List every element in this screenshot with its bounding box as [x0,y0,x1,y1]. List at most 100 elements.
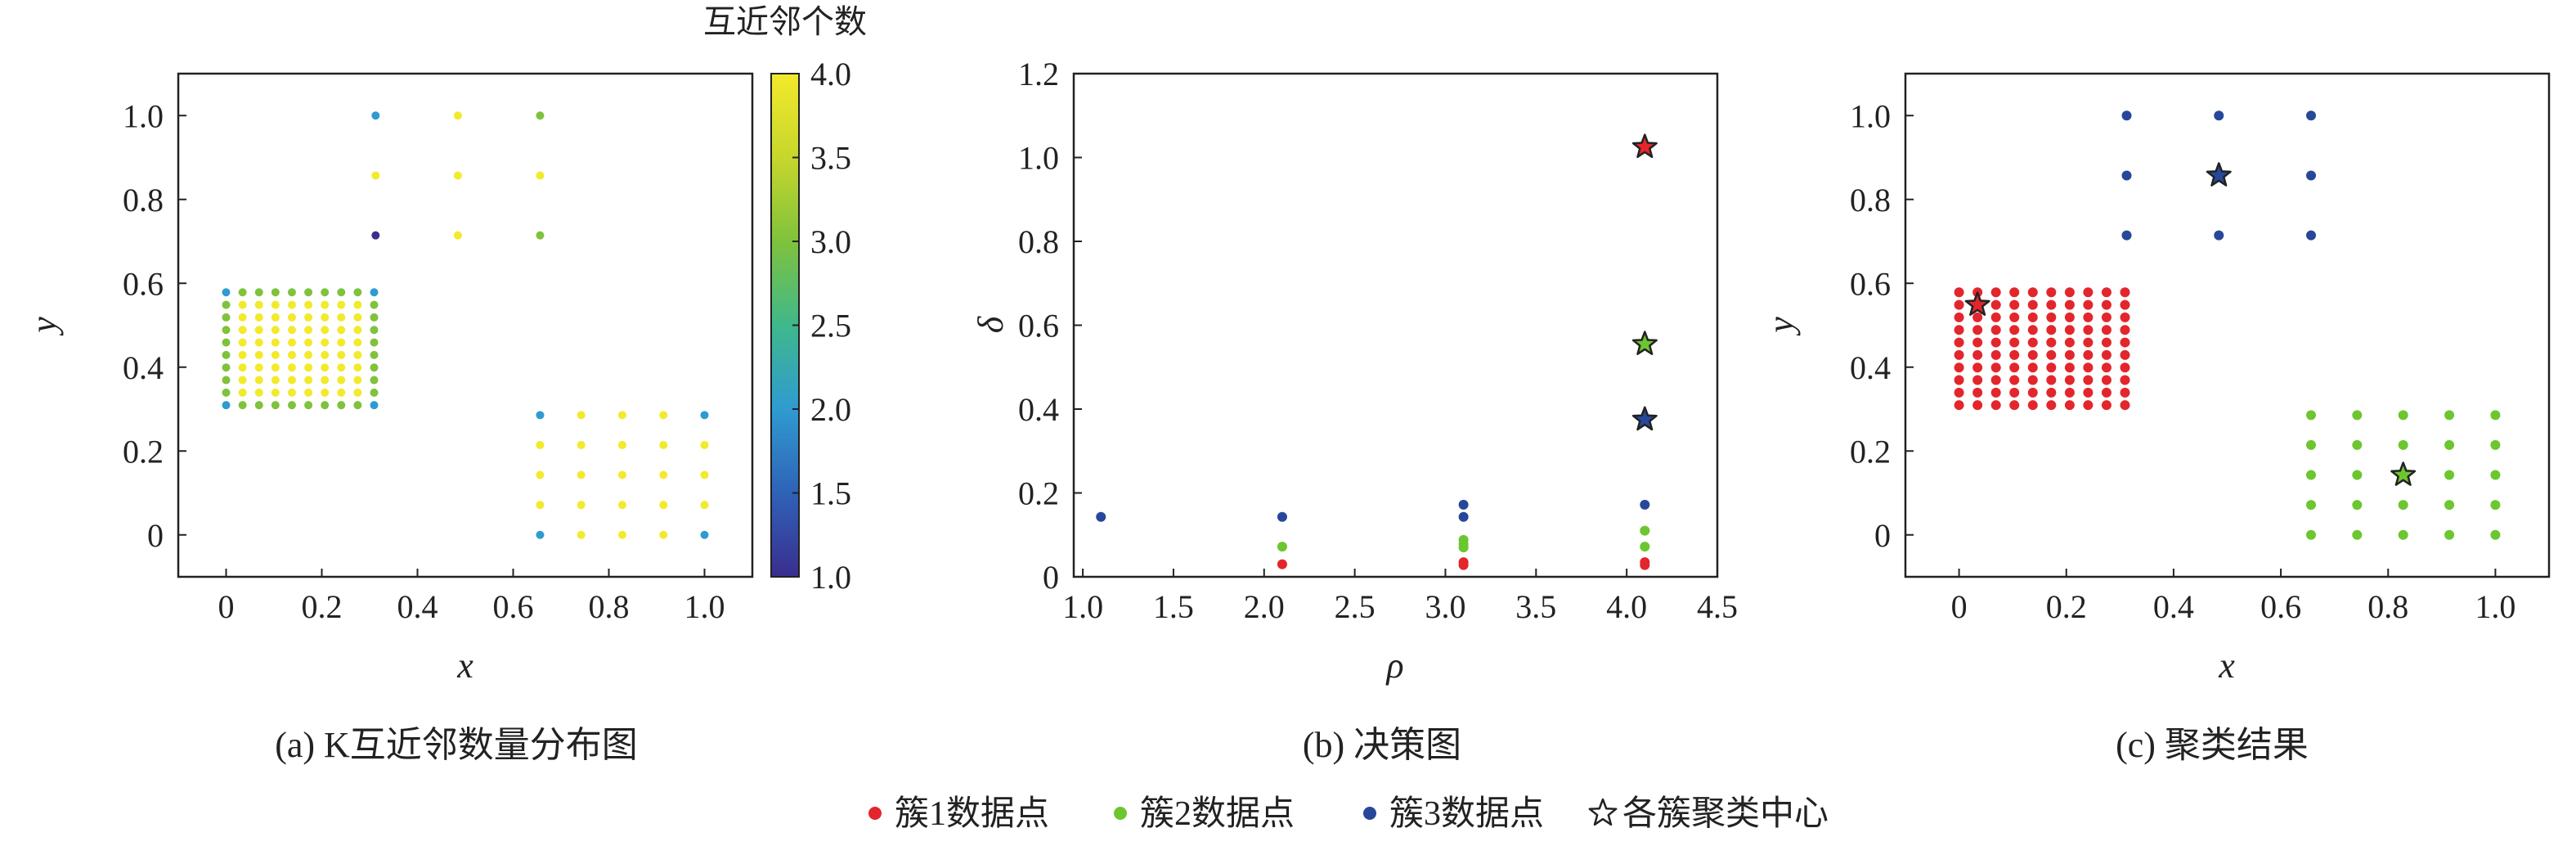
data-point [1954,337,1964,348]
data-point [617,470,626,479]
data-point [2101,312,2112,322]
data-point [353,338,362,347]
data-point [700,440,709,449]
data-point [304,288,313,297]
data-point [2306,470,2317,480]
data-point [321,363,330,372]
y-tick-label: 0.6 [123,265,164,302]
y-tick-label: 1.0 [1850,97,1891,134]
data-point [222,350,231,359]
colorbar-title: 互近邻个数 [703,3,867,40]
colorbar-tick-label: 1.0 [810,559,851,596]
data-point [370,288,379,297]
data-point [2027,387,2038,398]
data-point [659,411,668,420]
data-point [238,338,247,347]
data-point [2046,325,2057,335]
data-point [2064,325,2075,335]
data-point [222,388,231,397]
data-point [371,171,380,180]
data-point [2046,400,2057,411]
data-point [453,231,462,240]
data-point [2027,325,2038,335]
data-point [321,401,330,410]
data-point [254,376,263,385]
y-tick-label: 1.0 [1018,140,1059,177]
data-point [238,326,247,335]
data-point [2352,410,2363,421]
data-point [2490,529,2501,540]
data-point [222,288,231,297]
data-point [271,376,280,385]
y-tick-label: 0.2 [123,433,164,470]
x-tick-label: 3.5 [1515,588,1556,625]
data-point [304,388,313,397]
data-point [1640,499,1650,510]
data-point [2083,362,2094,373]
data-point [238,288,247,297]
data-point [2027,362,2038,373]
data-point [353,363,362,372]
cluster-center-star [1631,133,1658,159]
data-point [337,350,346,359]
data-point [2352,529,2363,540]
data-point [2101,325,2112,335]
cluster-center-star [2206,162,2232,187]
data-point [271,326,280,335]
data-point [2064,299,2075,310]
data-point [2120,400,2130,411]
data-point [2120,362,2130,373]
data-point [2046,299,2057,310]
data-point [287,326,296,335]
data-point [2027,337,2038,348]
data-point [1954,349,1964,360]
data-point [2009,375,2020,385]
data-point [370,363,379,372]
data-point [700,530,709,539]
data-point [700,411,709,420]
data-point [287,338,296,347]
x-tick-label: 0.2 [2046,588,2087,625]
data-point [659,530,668,539]
data-point [222,338,231,347]
data-point [238,401,247,410]
panel-a-xlabel: x [456,646,473,686]
data-point [371,231,380,240]
data-point [337,326,346,335]
panel-c-ylabel: y [1761,317,1801,336]
panel-b-ticks: 1.0 1.5 2.0 2.5 3.0 3.5 4.0 4.5 0 0.2 0.4 0.6 0.8 1.0… [1018,56,1738,625]
data-point [238,363,247,372]
data-point [2121,230,2132,241]
data-point [271,313,280,322]
y-tick-label: 0.8 [1850,182,1891,218]
data-point [321,338,330,347]
panel-c-caption: (c) 聚类结果 [2116,725,2309,765]
data-point [577,501,586,510]
data-point [2009,337,2020,348]
legend-dot-icon [1363,807,1376,820]
data-point [370,313,379,322]
data-point [222,401,231,410]
y-tick-label: 0.6 [1850,265,1891,302]
data-point [304,300,313,309]
data-point [2214,110,2224,121]
data-point [353,401,362,410]
data-point [287,401,296,410]
y-tick-label: 0.4 [1850,349,1891,386]
data-point [2083,312,2094,322]
data-point [2101,375,2112,385]
cluster-center-star [2390,461,2417,486]
panel-c-points [1954,110,2501,540]
panel-a-mutual-neighbor-distribution: 0 0.2 0.4 0.6 0.8 1.0 0 0.2 0.4 0.6 0.8 1.0 x y (a)… [24,3,867,765]
data-point [2083,375,2094,385]
data-point [321,326,330,335]
data-point [2120,299,2130,310]
data-point [353,326,362,335]
data-point [2027,400,2038,411]
panel-a-frame [177,72,754,578]
data-point [1972,325,1983,335]
colorbar-tick-label: 2.5 [810,308,851,344]
data-point [254,338,263,347]
data-point [2101,287,2112,298]
